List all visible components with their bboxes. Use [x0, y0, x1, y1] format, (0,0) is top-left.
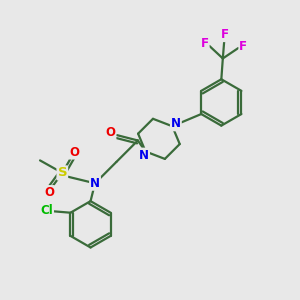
Text: O: O	[44, 186, 54, 199]
Text: F: F	[221, 28, 229, 41]
Text: F: F	[201, 37, 209, 50]
Text: Cl: Cl	[40, 204, 53, 217]
Text: N: N	[171, 117, 181, 130]
Text: N: N	[90, 177, 100, 190]
Text: F: F	[239, 40, 247, 53]
Text: N: N	[139, 148, 149, 162]
Text: S: S	[58, 167, 67, 179]
Text: O: O	[69, 146, 79, 159]
Text: O: O	[106, 126, 116, 139]
